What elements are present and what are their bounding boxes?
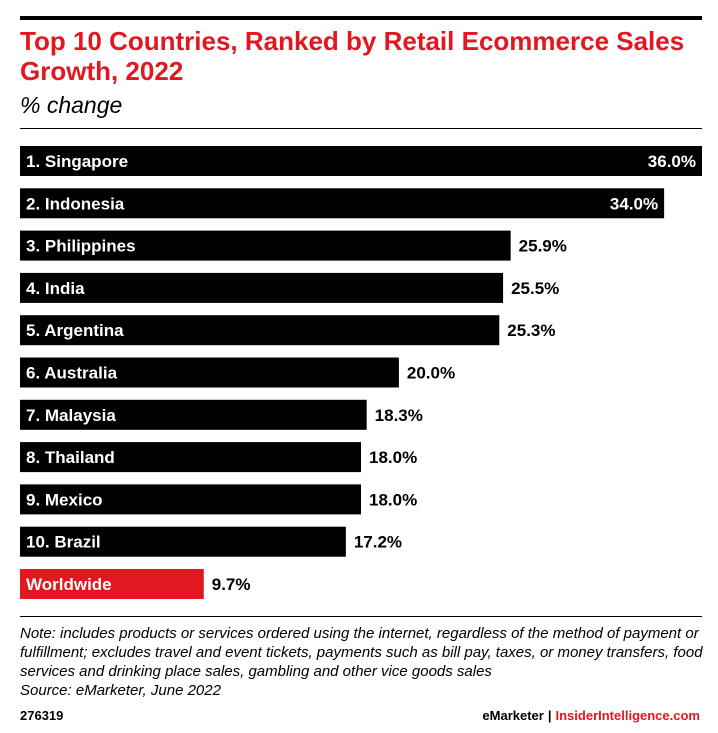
chart-title: Top 10 Countries, Ranked by Retail Ecomm…: [20, 26, 685, 86]
bar: [20, 484, 361, 515]
category-label: 1. Singapore: [26, 152, 128, 171]
chart-id: 276319: [20, 708, 64, 723]
category-label: 9. Mexico: [26, 490, 103, 509]
category-label: 3. Philippines: [26, 237, 136, 256]
value-label: 18.0%: [369, 448, 417, 467]
value-label: 18.0%: [369, 490, 417, 509]
bar: [20, 146, 702, 176]
bar: [20, 357, 399, 388]
category-label: 4. India: [26, 279, 85, 298]
category-label: Worldwide: [26, 575, 112, 594]
bar-chart: 1. Singapore 36.0% 2. Indonesia 34.0% 3. Phi…: [20, 146, 702, 599]
category-label: 8. Thailand: [26, 448, 115, 467]
bar: [20, 569, 204, 599]
bar: [20, 188, 665, 219]
category-label: 2. Indonesia: [26, 194, 125, 213]
value-label: 20.0%: [407, 364, 455, 383]
value-label: 9.7%: [212, 575, 251, 594]
value-label: 18.3%: [375, 406, 423, 425]
top-rule: [20, 16, 702, 20]
bar: [20, 272, 504, 303]
chart-subtitle: % change: [20, 92, 123, 118]
category-label: 10. Brazil: [26, 533, 101, 552]
bar: [20, 230, 511, 261]
bar: [20, 399, 367, 430]
brand-emarketer: eMarketer: [482, 708, 544, 723]
category-label: 7. Malaysia: [26, 406, 116, 425]
value-label: 36.0%: [648, 152, 696, 171]
value-label: 25.5%: [511, 279, 559, 298]
value-label: 25.3%: [507, 321, 555, 340]
brand-footer: eMarketer | InsiderIntelligence.com: [482, 708, 700, 723]
brand-separator: |: [547, 708, 552, 723]
footnote: Note: includes products or services orde…: [20, 624, 710, 700]
value-label: 25.9%: [519, 237, 567, 256]
note-text: Note: includes products or services orde…: [20, 625, 703, 680]
source-text: Source: eMarketer, June 2022: [20, 682, 221, 699]
category-label: 5. Argentina: [26, 321, 124, 340]
bar: [20, 526, 346, 557]
value-label: 34.0%: [610, 194, 658, 213]
bar: [20, 315, 500, 346]
bar: [20, 442, 361, 473]
footer-divider: [20, 616, 702, 617]
value-label: 17.2%: [354, 533, 402, 552]
brand-insider-intelligence[interactable]: InsiderIntelligence.com: [555, 708, 701, 723]
category-label: 6. Australia: [26, 364, 118, 383]
header-divider: [20, 128, 702, 129]
